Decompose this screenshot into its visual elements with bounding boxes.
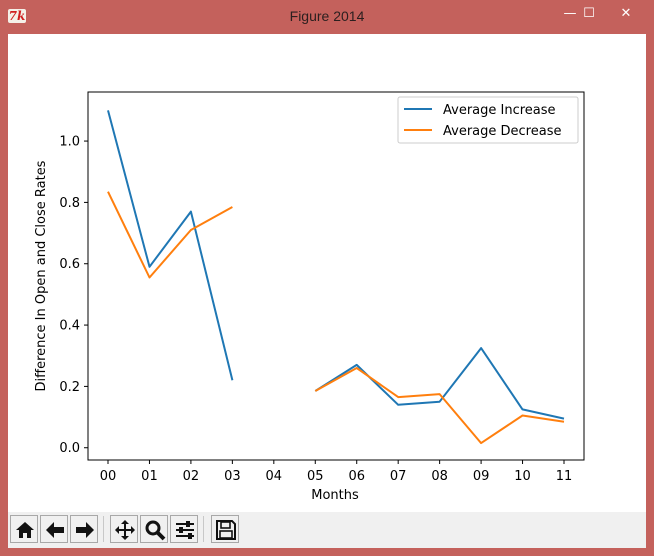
home-icon <box>16 522 34 538</box>
legend-label-average-decrease: Average Decrease <box>443 124 561 139</box>
plot-area <box>87 91 585 461</box>
line-chart[interactable]: 0.0 0.2 0.4 0.6 0.8 1.0 00 01 02 03 04 05 06 07 08 09 1… <box>8 34 646 512</box>
maximize-button[interactable]: ☐ <box>583 6 595 21</box>
forward-button[interactable] <box>70 515 98 543</box>
minimize-button[interactable]: — <box>563 6 577 21</box>
back-button[interactable] <box>40 515 68 543</box>
magnifier-icon <box>145 520 166 541</box>
x-tick-label: 06 <box>348 469 365 484</box>
move-icon <box>115 520 135 540</box>
x-tick-label: 00 <box>100 469 117 484</box>
y-tick-label: 0.2 <box>59 380 80 395</box>
title-bar[interactable]: 7k Figure 2014 — ☐ ✕ <box>0 0 654 34</box>
y-axis-label: Difference In Open and Close Rates <box>34 160 49 391</box>
zoom-button[interactable] <box>140 515 168 543</box>
x-tick-label: 02 <box>183 469 200 484</box>
x-tick-label: 03 <box>224 469 241 484</box>
pan-button[interactable] <box>110 515 138 543</box>
y-tick-label: 0.6 <box>59 257 80 272</box>
x-tick-label: 11 <box>556 469 573 484</box>
x-tick-label: 01 <box>141 469 158 484</box>
x-tick-label: 07 <box>390 469 407 484</box>
legend-label-average-increase: Average Increase <box>443 103 556 118</box>
tk-app-icon: 7k <box>8 9 26 23</box>
x-tick-label: 08 <box>431 469 448 484</box>
sliders-icon <box>176 521 194 539</box>
legend-box <box>397 96 579 144</box>
x-tick-label: 05 <box>307 469 324 484</box>
series-line-average-increase <box>107 110 565 420</box>
x-tick-label: 10 <box>514 469 531 484</box>
y-tick-label: 0.4 <box>59 319 80 334</box>
close-button[interactable]: ✕ <box>620 6 632 21</box>
series-line-average-decrease <box>107 191 565 445</box>
x-tick-label: 09 <box>473 469 490 484</box>
y-tick-label: 0.8 <box>59 196 80 211</box>
window-title: Figure 2014 <box>289 8 365 24</box>
arrow-right-icon <box>76 522 94 538</box>
figure-canvas-area: 0.0 0.2 0.4 0.6 0.8 1.0 00 01 02 03 04 05 06 07 08 09 1… <box>8 34 646 548</box>
x-tick-label: 04 <box>266 469 283 484</box>
legend: Average Increase Average Decrease <box>397 96 579 144</box>
x-axis-label: Months <box>311 488 359 503</box>
window-bottom-border <box>0 548 654 556</box>
save-button[interactable] <box>211 515 239 543</box>
arrow-left-icon <box>46 522 64 538</box>
y-tick-label: 0.0 <box>59 441 80 456</box>
home-button[interactable] <box>10 515 38 543</box>
toolbar-separator <box>103 516 104 542</box>
toolbar-separator <box>203 516 204 542</box>
floppy-disk-icon <box>216 520 236 540</box>
y-tick-label: 1.0 <box>59 135 80 150</box>
navigation-toolbar <box>8 512 646 548</box>
configure-subplots-button[interactable] <box>170 515 198 543</box>
